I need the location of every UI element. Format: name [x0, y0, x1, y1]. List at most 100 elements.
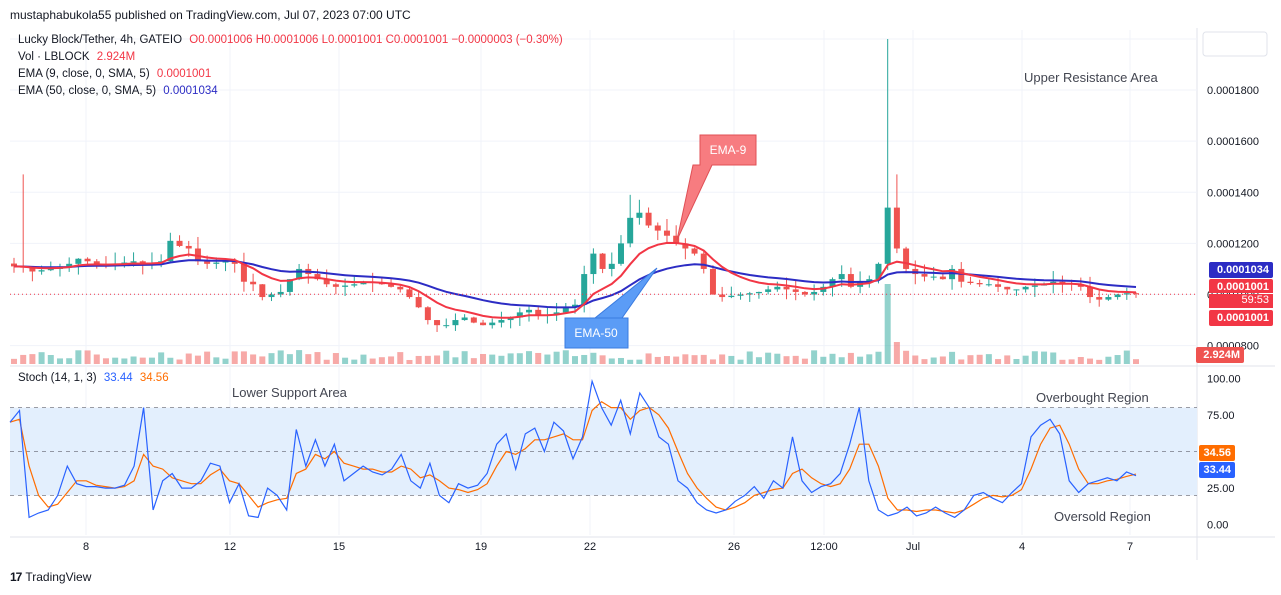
ema9-label[interactable]: EMA (9, close, 0, SMA, 5) — [18, 68, 150, 80]
volume-bar — [820, 356, 827, 364]
candle-body — [38, 270, 45, 272]
ema9-price-tag: 0.0001001 — [1209, 310, 1273, 326]
candle-body — [434, 320, 441, 326]
ema9-value: 0.0001001 — [156, 68, 212, 80]
volume-bar — [765, 352, 772, 364]
volume-bar — [112, 357, 119, 364]
symbol-name[interactable]: Lucky Block/Tether, 4h, GATEIO — [18, 34, 183, 46]
candle-body — [397, 286, 404, 290]
candle-body — [75, 258, 82, 264]
candle-body — [1004, 286, 1011, 290]
candle-body — [1087, 286, 1094, 298]
candle-body — [314, 274, 321, 280]
candle-body — [783, 286, 790, 290]
volume-bar — [75, 350, 82, 364]
candle-body — [645, 212, 652, 226]
candle-body — [222, 261, 229, 263]
candle-body — [636, 212, 643, 218]
candle-body — [930, 276, 937, 278]
candle-body — [617, 243, 624, 264]
candle-body — [995, 284, 1002, 287]
volume-bar — [360, 354, 367, 364]
volume-bar — [56, 358, 63, 364]
time-tick-label: 12 — [224, 541, 236, 553]
volume-bar — [351, 359, 358, 364]
volume-bar — [912, 355, 919, 364]
volume-tag: 2.924M — [1196, 347, 1244, 363]
time-tick-label: 26 — [728, 541, 740, 553]
close-price-tag: 0.0001001 — [1209, 279, 1273, 293]
stoch-k-line — [9, 378, 1137, 519]
candle-body — [682, 243, 689, 249]
volume-bar — [627, 359, 634, 364]
volume-bar — [673, 356, 680, 364]
ema50-label[interactable]: EMA (50, close, 0, SMA, 5) — [18, 85, 157, 97]
volume-bar — [801, 358, 808, 364]
candle-body — [1077, 284, 1084, 287]
volume-bar — [1050, 352, 1057, 364]
volume-bar — [38, 352, 45, 364]
volume-bar — [884, 284, 891, 364]
lower-support-annotation: Lower Support Area — [232, 385, 347, 400]
candle-body — [93, 261, 100, 264]
volume-bar — [737, 359, 744, 364]
volume-bar — [645, 353, 652, 364]
stoch-legend: Stoch (14, 1, 3) 33.44 34.56 — [18, 372, 169, 384]
price-tick-label: 0.0001400 — [1207, 187, 1259, 199]
time-tick-label: Jul — [906, 541, 920, 553]
stoch-d-value: 34.56 — [139, 372, 169, 384]
volume-bar — [507, 353, 514, 364]
candle-body — [663, 230, 670, 236]
volume-bar — [259, 356, 266, 364]
volume-bar — [838, 357, 845, 364]
stoch-label[interactable]: Stoch (14, 1, 3) — [18, 372, 97, 384]
candle-body — [654, 225, 661, 231]
tradingview-footer[interactable]: 17 TradingView — [10, 570, 91, 584]
volume-bar — [976, 354, 983, 364]
volume-bar — [1077, 357, 1084, 364]
price-tick-label: 0.0001200 — [1207, 238, 1259, 250]
volume-bar — [406, 359, 413, 364]
candle-body — [1105, 297, 1112, 300]
time-tick-label: 7 — [1127, 541, 1133, 553]
candle-body — [590, 253, 597, 275]
volume-label[interactable]: Vol · LBLOCK — [18, 51, 90, 63]
candle-body — [627, 217, 634, 244]
volume-bar — [286, 354, 293, 364]
volume-bar — [231, 351, 238, 364]
candles-group — [11, 38, 1139, 332]
candle-body — [673, 235, 680, 244]
stoch-tick-label: 75.00 — [1207, 410, 1235, 422]
volume-bar — [719, 354, 726, 364]
candle-body — [167, 240, 174, 262]
candle-body — [332, 284, 339, 287]
volume-bar — [240, 351, 247, 364]
volume-bar — [792, 355, 799, 364]
volume-bar — [332, 353, 339, 364]
candle-body — [213, 262, 220, 264]
candle-body — [47, 268, 54, 271]
volume-bar — [470, 358, 477, 364]
candle-body — [250, 281, 257, 285]
candle-body — [847, 274, 854, 287]
volume-bar — [305, 354, 312, 364]
candle-body — [11, 263, 17, 267]
volume-bar — [847, 352, 854, 364]
overbought-annotation: Overbought Region — [1036, 390, 1149, 405]
volume-bar — [516, 353, 523, 364]
candle-body — [967, 281, 974, 283]
ema50-value: 0.0001034 — [163, 85, 218, 97]
candle-body — [811, 291, 818, 295]
volume-bar — [709, 359, 716, 364]
volume-bar — [581, 354, 588, 364]
candle-body — [866, 279, 873, 282]
volume-bar — [590, 352, 597, 364]
stoch-tick-label: 0.00 — [1207, 520, 1228, 532]
volume-bar — [1096, 359, 1103, 364]
stoch-d-tag: 34.56 — [1199, 445, 1235, 461]
candle-body — [985, 284, 992, 286]
candle-body — [893, 207, 900, 249]
volume-bar — [811, 350, 818, 364]
volume-bar — [1022, 355, 1029, 364]
candle-body — [581, 274, 588, 305]
